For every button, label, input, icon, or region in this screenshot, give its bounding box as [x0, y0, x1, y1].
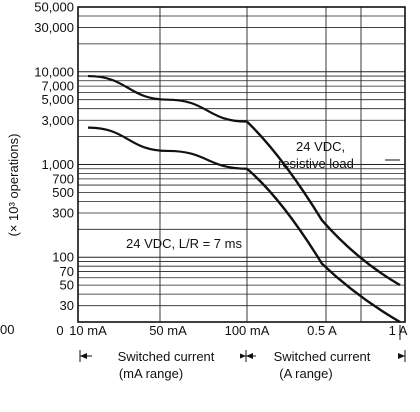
y-tick-label: 300 [52, 205, 74, 220]
x-tick-label: 1 A [389, 323, 408, 338]
x-range-A-sub: (A range) [279, 366, 332, 381]
x-tick-label: 0 [56, 323, 63, 338]
y-axis-label: (× 10³ operations) [6, 134, 21, 237]
series-line-1-mA [87, 126, 248, 170]
x-range-mA-sub: (mA range) [119, 366, 183, 381]
series-line-0-A [246, 120, 401, 287]
y-tick-label: 5,000 [41, 92, 74, 107]
x-tick-label: 50 mA [149, 323, 187, 338]
y-tick-label: 30 [60, 298, 74, 313]
tick-labels: 50,00030,00010,0007,0005,0003,0001,00070… [34, 0, 408, 340]
series-line-1-A [246, 167, 401, 324]
grid [78, 6, 405, 323]
y-tick-label: 500 [52, 185, 74, 200]
x-tick-label: 10 mA [69, 323, 107, 338]
series-line-0-mA [87, 74, 248, 123]
y-tick-label: 100 [52, 250, 74, 265]
x-range-A: Switched current (A range) [246, 348, 406, 381]
x-range-mA-label: Switched current [118, 349, 215, 364]
x-range-A-label: Switched current [274, 349, 371, 364]
legend-inductive: 24 VDC, L/R = 7 ms [126, 236, 242, 251]
series-lines [87, 74, 401, 324]
y-tick-label: 70 [60, 264, 74, 279]
y-zero-label: 00 [0, 322, 14, 337]
y-tick-label: 10,000 [34, 64, 74, 79]
y-tick-label: 7,000 [41, 79, 74, 94]
plot-frame [77, 6, 406, 323]
x-tick-label: 0.5 A [307, 323, 337, 338]
x-range-mA: Switched current (mA range) [79, 348, 247, 381]
y-tick-label: 30,000 [34, 20, 74, 35]
legend-resistive-line2: resistive load [278, 156, 354, 171]
plot-border [77, 6, 406, 323]
y-tick-label: 50 [60, 278, 74, 293]
x-tick-label: 100 mA [225, 323, 270, 338]
y-tick-label: 50,000 [34, 0, 74, 15]
y-tick-label: 700 [52, 171, 74, 186]
legend-resistive-line1: 24 VDC, [296, 139, 345, 154]
y-tick-label: 1,000 [41, 157, 74, 172]
y-tick-label: 3,000 [41, 113, 74, 128]
